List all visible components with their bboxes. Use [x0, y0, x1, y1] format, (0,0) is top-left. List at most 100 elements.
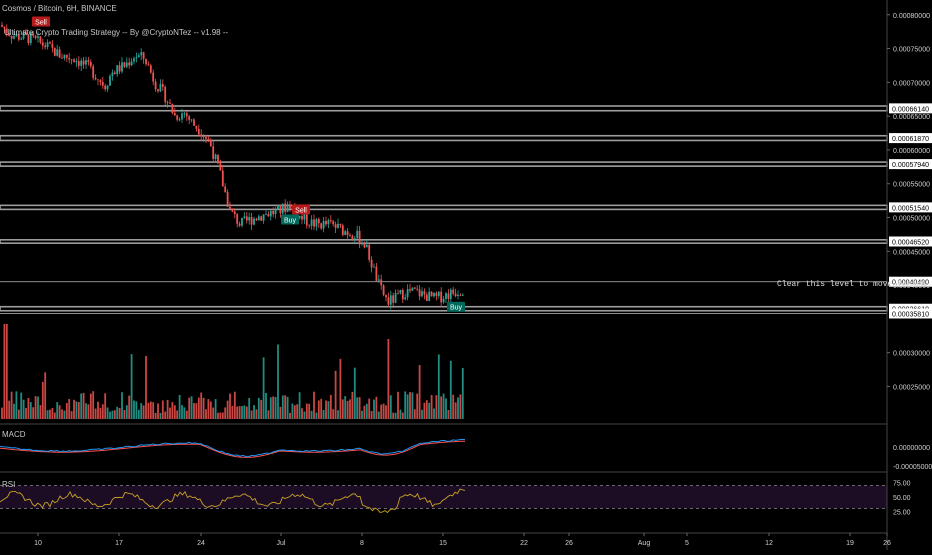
volume-bar [277, 344, 279, 419]
candle-body [375, 266, 378, 281]
volume-bar [32, 407, 35, 419]
sell-signal-label: Sell [295, 207, 307, 214]
candle-body [145, 58, 147, 65]
volume-bar [128, 395, 131, 419]
volume-bar [106, 407, 109, 419]
x-tick-label: 12 [765, 540, 773, 547]
candle-body [365, 244, 368, 248]
candle-body [397, 292, 399, 294]
volume-bar [27, 398, 30, 419]
candle-body [313, 219, 315, 227]
candle-body [233, 211, 236, 215]
candle-body [430, 291, 433, 297]
volume-bar [293, 405, 296, 419]
volume-bar [428, 402, 431, 419]
candle-body [212, 146, 215, 159]
candle-body [305, 213, 308, 226]
x-tick-label: 19 [846, 540, 854, 547]
volume-bar [241, 406, 243, 419]
candle-body [29, 33, 32, 44]
volume-bar [229, 393, 231, 419]
candle-body [154, 81, 157, 90]
volume-bar [8, 400, 11, 419]
candle-body [68, 57, 71, 60]
candle-body [269, 210, 272, 217]
candle-body [341, 225, 344, 235]
volume-bar [157, 403, 159, 419]
volume-bar [413, 409, 416, 419]
x-tick-label: Jul [277, 540, 286, 547]
candle-body [178, 119, 181, 121]
volume-bar [188, 397, 191, 419]
candle-body [188, 116, 191, 120]
candle-body [433, 292, 435, 297]
volume-bar [315, 412, 318, 419]
level-price-label: 0.00051540 [892, 205, 929, 212]
level-price-tag [889, 276, 932, 287]
candle-body [75, 61, 78, 63]
volume-bar [56, 402, 59, 419]
candle-body [197, 128, 200, 135]
volume-bar [317, 400, 320, 419]
candle-body [401, 289, 404, 300]
candle-body [286, 205, 289, 212]
y-tick-label: 0.00050000 [893, 216, 930, 223]
candle-body [392, 295, 395, 303]
volume-bar [13, 403, 15, 419]
volume-bar [154, 412, 157, 419]
candle-body [298, 215, 301, 219]
volume-bar [15, 391, 18, 419]
volume-bar [262, 357, 265, 419]
candle-body [80, 60, 83, 66]
candle-body [413, 287, 416, 289]
volume-bar [399, 409, 402, 419]
candle-body [137, 55, 140, 58]
candle-body [449, 289, 452, 299]
x-tick-label: 10 [34, 540, 42, 547]
candle-body [169, 102, 171, 104]
candle-body [164, 86, 167, 103]
candle-body [394, 292, 397, 303]
candle-body [356, 230, 359, 239]
y-tick-label: 0.00070000 [893, 80, 930, 87]
volume-bar [248, 397, 251, 419]
candle-body [361, 243, 363, 245]
level-price-label: 0.00035810 [892, 311, 929, 318]
volume-bar [169, 407, 171, 419]
candle-body [32, 33, 35, 36]
volume-bar [238, 406, 241, 419]
candle-body [56, 49, 59, 56]
candle-body [459, 294, 462, 296]
volume-bar [226, 400, 229, 419]
volume-bar [92, 391, 95, 419]
candle-body [116, 65, 119, 75]
candle-body [140, 52, 143, 56]
volume-bar [404, 391, 407, 419]
volume-bar [325, 400, 327, 419]
volume-bar [176, 410, 179, 419]
candle-body [382, 285, 385, 296]
volume-bar [53, 412, 56, 419]
volume-bar [190, 396, 193, 419]
candle-body [44, 45, 47, 48]
volume-bar [329, 394, 332, 419]
candle-body [457, 294, 459, 297]
candle-body [253, 218, 255, 225]
candle-body [435, 292, 438, 296]
volume-bar [104, 393, 107, 419]
macd-signal-line [0, 440, 466, 458]
candle-body [157, 89, 159, 92]
candle-body [58, 49, 61, 58]
volume-bar [406, 394, 409, 419]
candle-body [142, 52, 145, 59]
candle-body [8, 33, 11, 36]
x-tick-label: 17 [115, 540, 123, 547]
candle-body [133, 58, 135, 62]
candle-body [274, 209, 277, 215]
macd-pane: 0.00000000 -0.00005000 [0, 438, 932, 471]
candle-body [373, 266, 375, 268]
candle-body [265, 213, 267, 215]
